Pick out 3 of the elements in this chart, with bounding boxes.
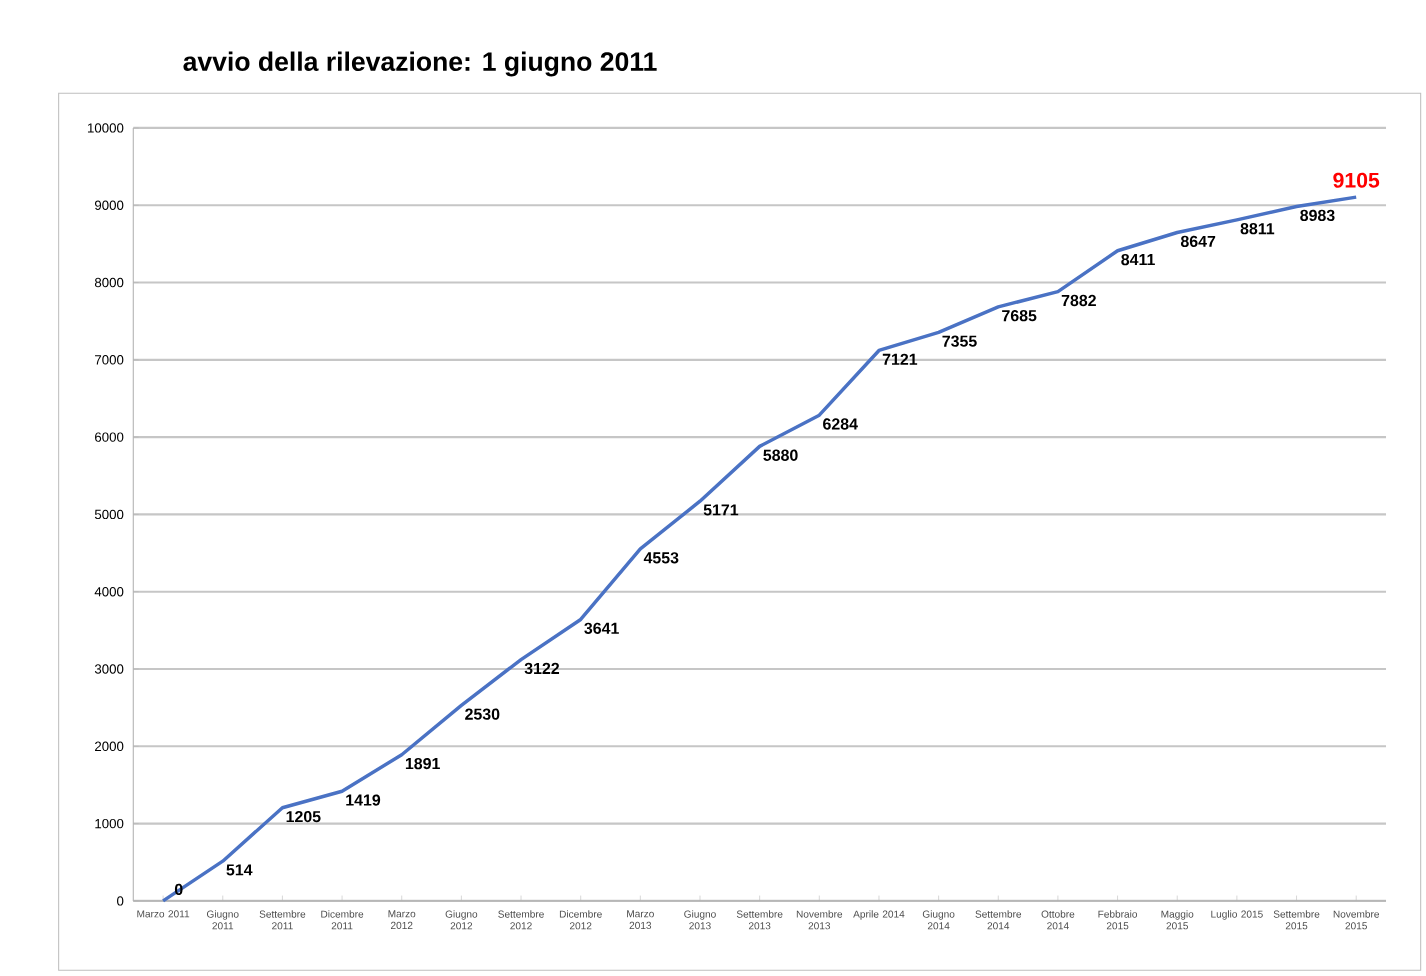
annotation: 9105 bbox=[1333, 172, 1380, 188]
line-series bbox=[161, 195, 1358, 903]
chart-title: avvio della rilevazione: 1 giugno 2011 bbox=[183, 51, 657, 77]
